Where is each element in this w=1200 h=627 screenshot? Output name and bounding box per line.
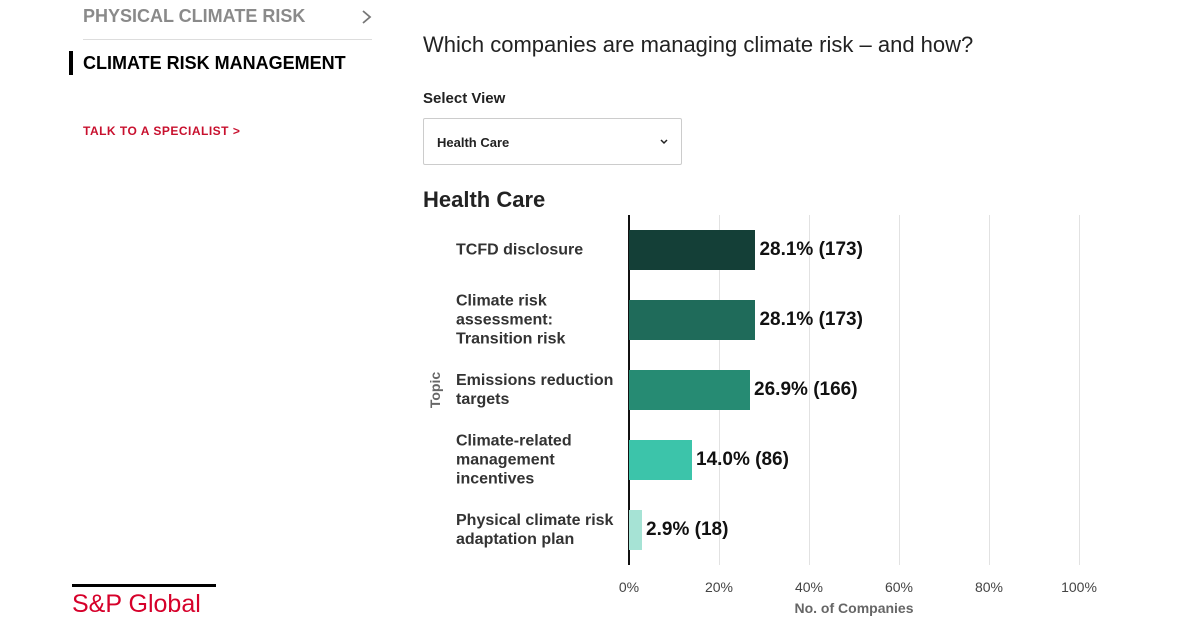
- value-label: 28.1% (173): [759, 239, 863, 260]
- logo: S&P Global: [72, 590, 201, 618]
- bar: [629, 370, 751, 410]
- x-tick-label: 20%: [704, 579, 734, 595]
- grid-line: [809, 215, 810, 565]
- grid-line: [899, 215, 900, 565]
- value-label: 14.0% (86): [696, 449, 789, 470]
- bar: [629, 510, 643, 550]
- value-label: 26.9% (166): [754, 379, 858, 400]
- chart-title: Health Care: [423, 187, 546, 212]
- value-label: 28.1% (173): [759, 309, 863, 330]
- select-chevron: [660, 139, 668, 145]
- bar: [629, 440, 692, 480]
- category-label: Physical climate risk adaptation plan: [456, 512, 614, 548]
- bar: [629, 300, 756, 340]
- x-tick-label: 60%: [884, 579, 914, 595]
- x-tick-label: 100%: [1061, 579, 1097, 595]
- category-label: Emissions reduction targets: [456, 372, 614, 408]
- value-label: 2.9% (18): [646, 519, 729, 540]
- x-tick-label: 40%: [794, 579, 824, 595]
- grid-line: [989, 215, 990, 565]
- nav-item-active[interactable]: CLIMATE RISK MANAGEMENT: [83, 53, 346, 73]
- nav-active-indicator: [69, 51, 73, 75]
- x-tick-label: 80%: [974, 579, 1004, 595]
- nav-chevron[interactable]: [360, 8, 374, 26]
- x-axis-label: No. of Companies: [794, 600, 914, 616]
- bar: [629, 230, 756, 270]
- select-label: Select View: [423, 90, 506, 107]
- cta-link[interactable]: TALK TO A SPECIALIST >: [83, 124, 241, 138]
- nav-item[interactable]: PHYSICAL CLIMATE RISK: [83, 6, 306, 26]
- x-tick-label: 0%: [618, 579, 640, 595]
- category-label: Climate risk assessment: Transition risk: [456, 292, 566, 348]
- logo-rule: [72, 584, 216, 587]
- select-value: Health Care: [437, 135, 510, 150]
- category-label: TCFD disclosure: [456, 241, 584, 259]
- category-label: Climate-related management incentives: [456, 432, 572, 488]
- nav-separator: [83, 39, 372, 40]
- select-box[interactable]: Health Care: [423, 118, 682, 165]
- grid-line: [1079, 215, 1080, 565]
- y-axis-label: Topic: [427, 371, 443, 409]
- page-title: Which companies are managing climate ris…: [423, 32, 974, 57]
